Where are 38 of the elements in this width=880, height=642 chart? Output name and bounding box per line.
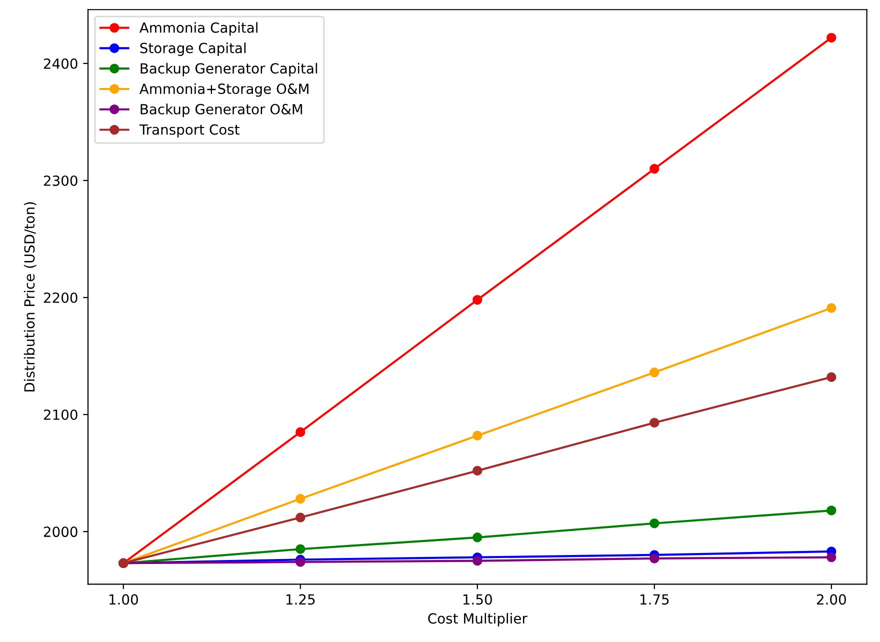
y-axis-title: Distribution Price (USD/ton) <box>24 202 36 392</box>
y-tick-label: 2100 <box>44 410 78 420</box>
point <box>472 294 482 305</box>
x-tick-label: 1.25 <box>286 594 315 605</box>
point <box>650 368 660 378</box>
legend-label: Backup Generator Capital <box>140 62 318 76</box>
point <box>472 532 482 542</box>
point <box>826 372 836 382</box>
point <box>296 544 306 554</box>
point <box>296 557 306 567</box>
point <box>296 427 306 437</box>
y-tick-label: 2000 <box>44 526 78 538</box>
point <box>296 512 306 522</box>
x-tick-label: 2.00 <box>816 594 846 605</box>
point <box>472 556 482 566</box>
point <box>650 164 660 174</box>
point <box>826 552 836 562</box>
legend-label: Storage Capital <box>140 42 246 56</box>
x-tick-label: 1.00 <box>109 594 138 605</box>
point <box>296 494 306 504</box>
y-tick-label: 2300 <box>44 175 78 186</box>
y-tick-label: 2400 <box>44 58 78 69</box>
point <box>826 506 836 516</box>
legend-label: Ammonia+Storage O&M <box>139 83 308 97</box>
x-tick-label: 1.50 <box>463 594 492 605</box>
point <box>650 518 660 528</box>
point <box>826 303 836 313</box>
y-tick-label: 2200 <box>44 292 78 303</box>
point <box>826 32 836 43</box>
point <box>472 430 482 440</box>
point <box>650 418 660 428</box>
x-axis-title: Cost Multiplier <box>428 612 528 626</box>
point <box>472 466 482 476</box>
legend-label: Transport Cost <box>139 124 240 138</box>
x-tick-label: 1.75 <box>640 594 669 605</box>
legend-label: Backup Generator O&M <box>140 104 302 118</box>
legend-label: Ammonia Capital <box>139 22 258 36</box>
point <box>650 554 660 564</box>
